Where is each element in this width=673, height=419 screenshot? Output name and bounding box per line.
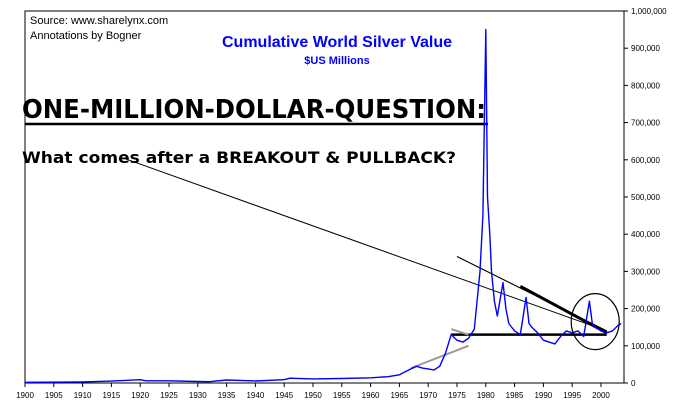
x-tick-label: 1995 bbox=[563, 391, 581, 400]
y-axis: 0 100,000 200,000 300,000 400,000 500,000 600,… bbox=[624, 7, 667, 388]
x-tick-label: 1985 bbox=[506, 391, 524, 400]
x-tick-label: 1955 bbox=[333, 391, 351, 400]
x-tick-label: 1935 bbox=[218, 391, 236, 400]
x-tick-label: 1910 bbox=[74, 391, 92, 400]
x-tick-label: 1930 bbox=[189, 391, 207, 400]
y-tick-label: 300,000 bbox=[631, 267, 660, 276]
y-tick-label: 200,000 bbox=[631, 305, 660, 314]
x-tick-label: 1900 bbox=[16, 391, 34, 400]
chart-subtitle: $US Millions bbox=[304, 55, 369, 67]
y-tick-label: 400,000 bbox=[631, 230, 660, 239]
x-tick-label: 1940 bbox=[246, 391, 264, 400]
y-tick-label: 500,000 bbox=[631, 193, 660, 202]
x-tick-label: 1915 bbox=[102, 391, 120, 400]
x-tick-label: 1920 bbox=[131, 391, 149, 400]
y-tick-label: 900,000 bbox=[631, 44, 660, 53]
x-tick-label: 1950 bbox=[304, 391, 322, 400]
plot-frame bbox=[24, 10, 625, 384]
x-tick-label: 1975 bbox=[448, 391, 466, 400]
annotations-note: Annotations by Bogner bbox=[30, 30, 142, 42]
x-tick-label: 1960 bbox=[362, 391, 380, 400]
y-tick-label: 1,000,000 bbox=[631, 7, 667, 16]
x-tick-label: 1925 bbox=[160, 391, 178, 400]
x-tick-label: 1905 bbox=[45, 391, 63, 400]
y-tick-label: 0 bbox=[631, 379, 636, 388]
chart-title: Cumulative World Silver Value bbox=[222, 34, 452, 51]
short-downtrend-line bbox=[519, 284, 608, 335]
question: What comes after a BREAKOUT & PULLBACK? bbox=[22, 148, 456, 167]
y-tick-label: 600,000 bbox=[631, 156, 660, 165]
headline: ONE-MILLION-DOLLAR-QUESTION: bbox=[22, 95, 486, 125]
series-line bbox=[24, 28, 622, 383]
y-tick-label: 800,000 bbox=[631, 81, 660, 90]
x-tick-label: 1945 bbox=[275, 391, 293, 400]
gray-trendline bbox=[410, 344, 469, 370]
x-axis: 1900 1905 1910 1915 1920 1925 1930 1935 1940 1945… bbox=[16, 383, 610, 400]
x-tick-label: 1980 bbox=[477, 391, 495, 400]
y-tick-label: 100,000 bbox=[631, 342, 660, 351]
breakout-circle bbox=[570, 293, 620, 351]
x-tick-label: 2000 bbox=[592, 391, 610, 400]
gray-trendline-upper bbox=[450, 328, 469, 336]
x-tick-label: 1990 bbox=[534, 391, 552, 400]
y-tick-label: 700,000 bbox=[631, 119, 660, 128]
source-note: Source: www.sharelynx.com bbox=[30, 15, 168, 27]
x-tick-label: 1970 bbox=[419, 391, 437, 400]
x-tick-label: 1965 bbox=[390, 391, 408, 400]
